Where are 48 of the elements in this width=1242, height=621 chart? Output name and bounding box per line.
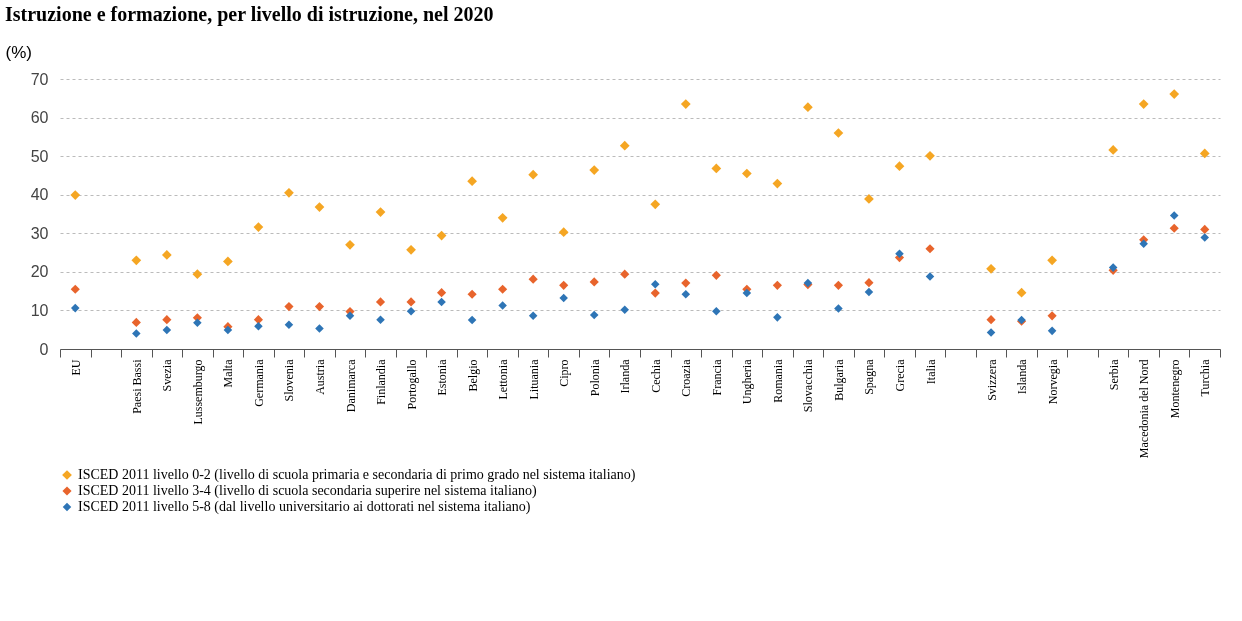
- x-tick-label: Norvegia: [1045, 358, 1060, 405]
- x-tick-label: Malta: [221, 358, 236, 388]
- x-tick-label: Paesi Bassi: [129, 358, 144, 414]
- y-axis-title: (%): [5, 42, 32, 62]
- x-tick-label: Lituania: [526, 358, 541, 400]
- x-tick-label: Romania: [770, 358, 785, 403]
- x-tick-label: Estonia: [435, 358, 450, 396]
- y-tick-label: 40: [30, 186, 49, 204]
- x-tick-label: Polonia: [587, 358, 602, 397]
- x-tick-label: Ungheria: [740, 358, 755, 405]
- x-tick-label: Germania: [251, 358, 266, 407]
- x-tick-label: Cipro: [557, 359, 572, 387]
- x-tick-label: Slovenia: [282, 358, 297, 402]
- x-tick-label: Svezia: [160, 358, 175, 392]
- x-tick-label: Serbia: [1106, 358, 1121, 391]
- x-tick-label: Irlanda: [618, 358, 633, 394]
- x-tick-label: Cechia: [648, 358, 663, 393]
- x-tick-label: Francia: [709, 358, 724, 396]
- x-tick-label: Turchia: [1198, 358, 1213, 397]
- y-tick-label: 30: [30, 224, 49, 242]
- x-tick-label: Bulgaria: [831, 358, 846, 401]
- legend-label: ISCED 2011 livello 5-8 (dal livello universitario ai dottorati nel sistema italiano): [78, 499, 531, 515]
- x-tick-label: Spagna: [862, 358, 877, 395]
- legend-label: ISCED 2011 livello 3-4 (livello di scuola secondaria superire nel sistema italiano): [78, 483, 537, 499]
- x-tick-label: EU: [68, 359, 83, 376]
- x-tick-label: Islanda: [1015, 358, 1030, 395]
- legend-label: ISCED 2011 livello 0-2 (livello di scuola primaria e secondaria di primo grado nel sistema italiano): [78, 467, 636, 483]
- x-tick-label: Montenegro: [1167, 359, 1182, 419]
- x-tick-label: Portogallo: [404, 359, 419, 410]
- y-tick-label: 20: [30, 263, 49, 281]
- x-tick-label: Slovacchia: [801, 358, 816, 413]
- y-tick-label: 0: [39, 340, 49, 358]
- y-tick-label: 60: [30, 109, 49, 127]
- x-tick-label: Lussemburgo: [190, 359, 205, 425]
- x-tick-label: Danimarca: [343, 358, 358, 413]
- chart-title: Istruzione e formazione, per livello di istruzione, nel 2020: [5, 3, 494, 26]
- x-tick-label: Grecia: [892, 358, 907, 392]
- y-tick-label: 10: [30, 301, 49, 319]
- x-tick-label: Lettonia: [496, 358, 511, 400]
- x-tick-label: Finlandia: [374, 358, 389, 405]
- x-tick-label: Austria: [312, 358, 327, 395]
- y-tick-label: 50: [30, 147, 49, 165]
- y-tick-label: 70: [30, 70, 49, 88]
- x-tick-label: Macedonia del Nord: [1137, 359, 1152, 459]
- x-tick-label: Italia: [923, 358, 938, 385]
- x-tick-label: Svizzera: [984, 358, 999, 401]
- x-tick-label: Croazia: [679, 358, 694, 397]
- x-tick-label: Belgio: [465, 359, 480, 392]
